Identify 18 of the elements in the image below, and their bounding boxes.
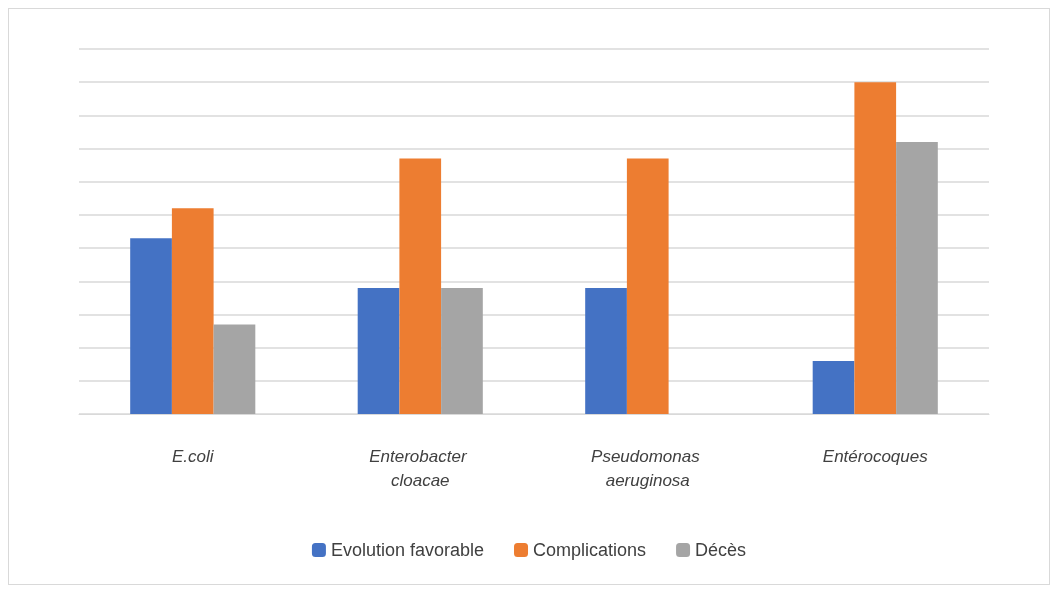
bar	[171, 208, 214, 414]
bar	[854, 82, 897, 414]
bar	[213, 324, 256, 414]
bar	[812, 360, 855, 414]
bar	[626, 158, 669, 414]
bar	[399, 158, 442, 414]
x-tick-label: E.coli	[171, 446, 215, 466]
x-tick-label: Entérocoques	[822, 446, 929, 466]
bar	[357, 287, 400, 414]
bar	[130, 238, 172, 414]
bar	[441, 287, 483, 414]
bar	[896, 141, 938, 414]
legend-label: Evolution favorable	[330, 540, 485, 560]
legend-label: Complications	[533, 540, 647, 560]
bar	[585, 287, 627, 414]
x-tick-label: Pseudomonas aeruginosa	[591, 446, 705, 490]
x-tick-label: Enterobacter cloacae	[369, 446, 472, 490]
legend-label: Décès	[695, 540, 747, 560]
